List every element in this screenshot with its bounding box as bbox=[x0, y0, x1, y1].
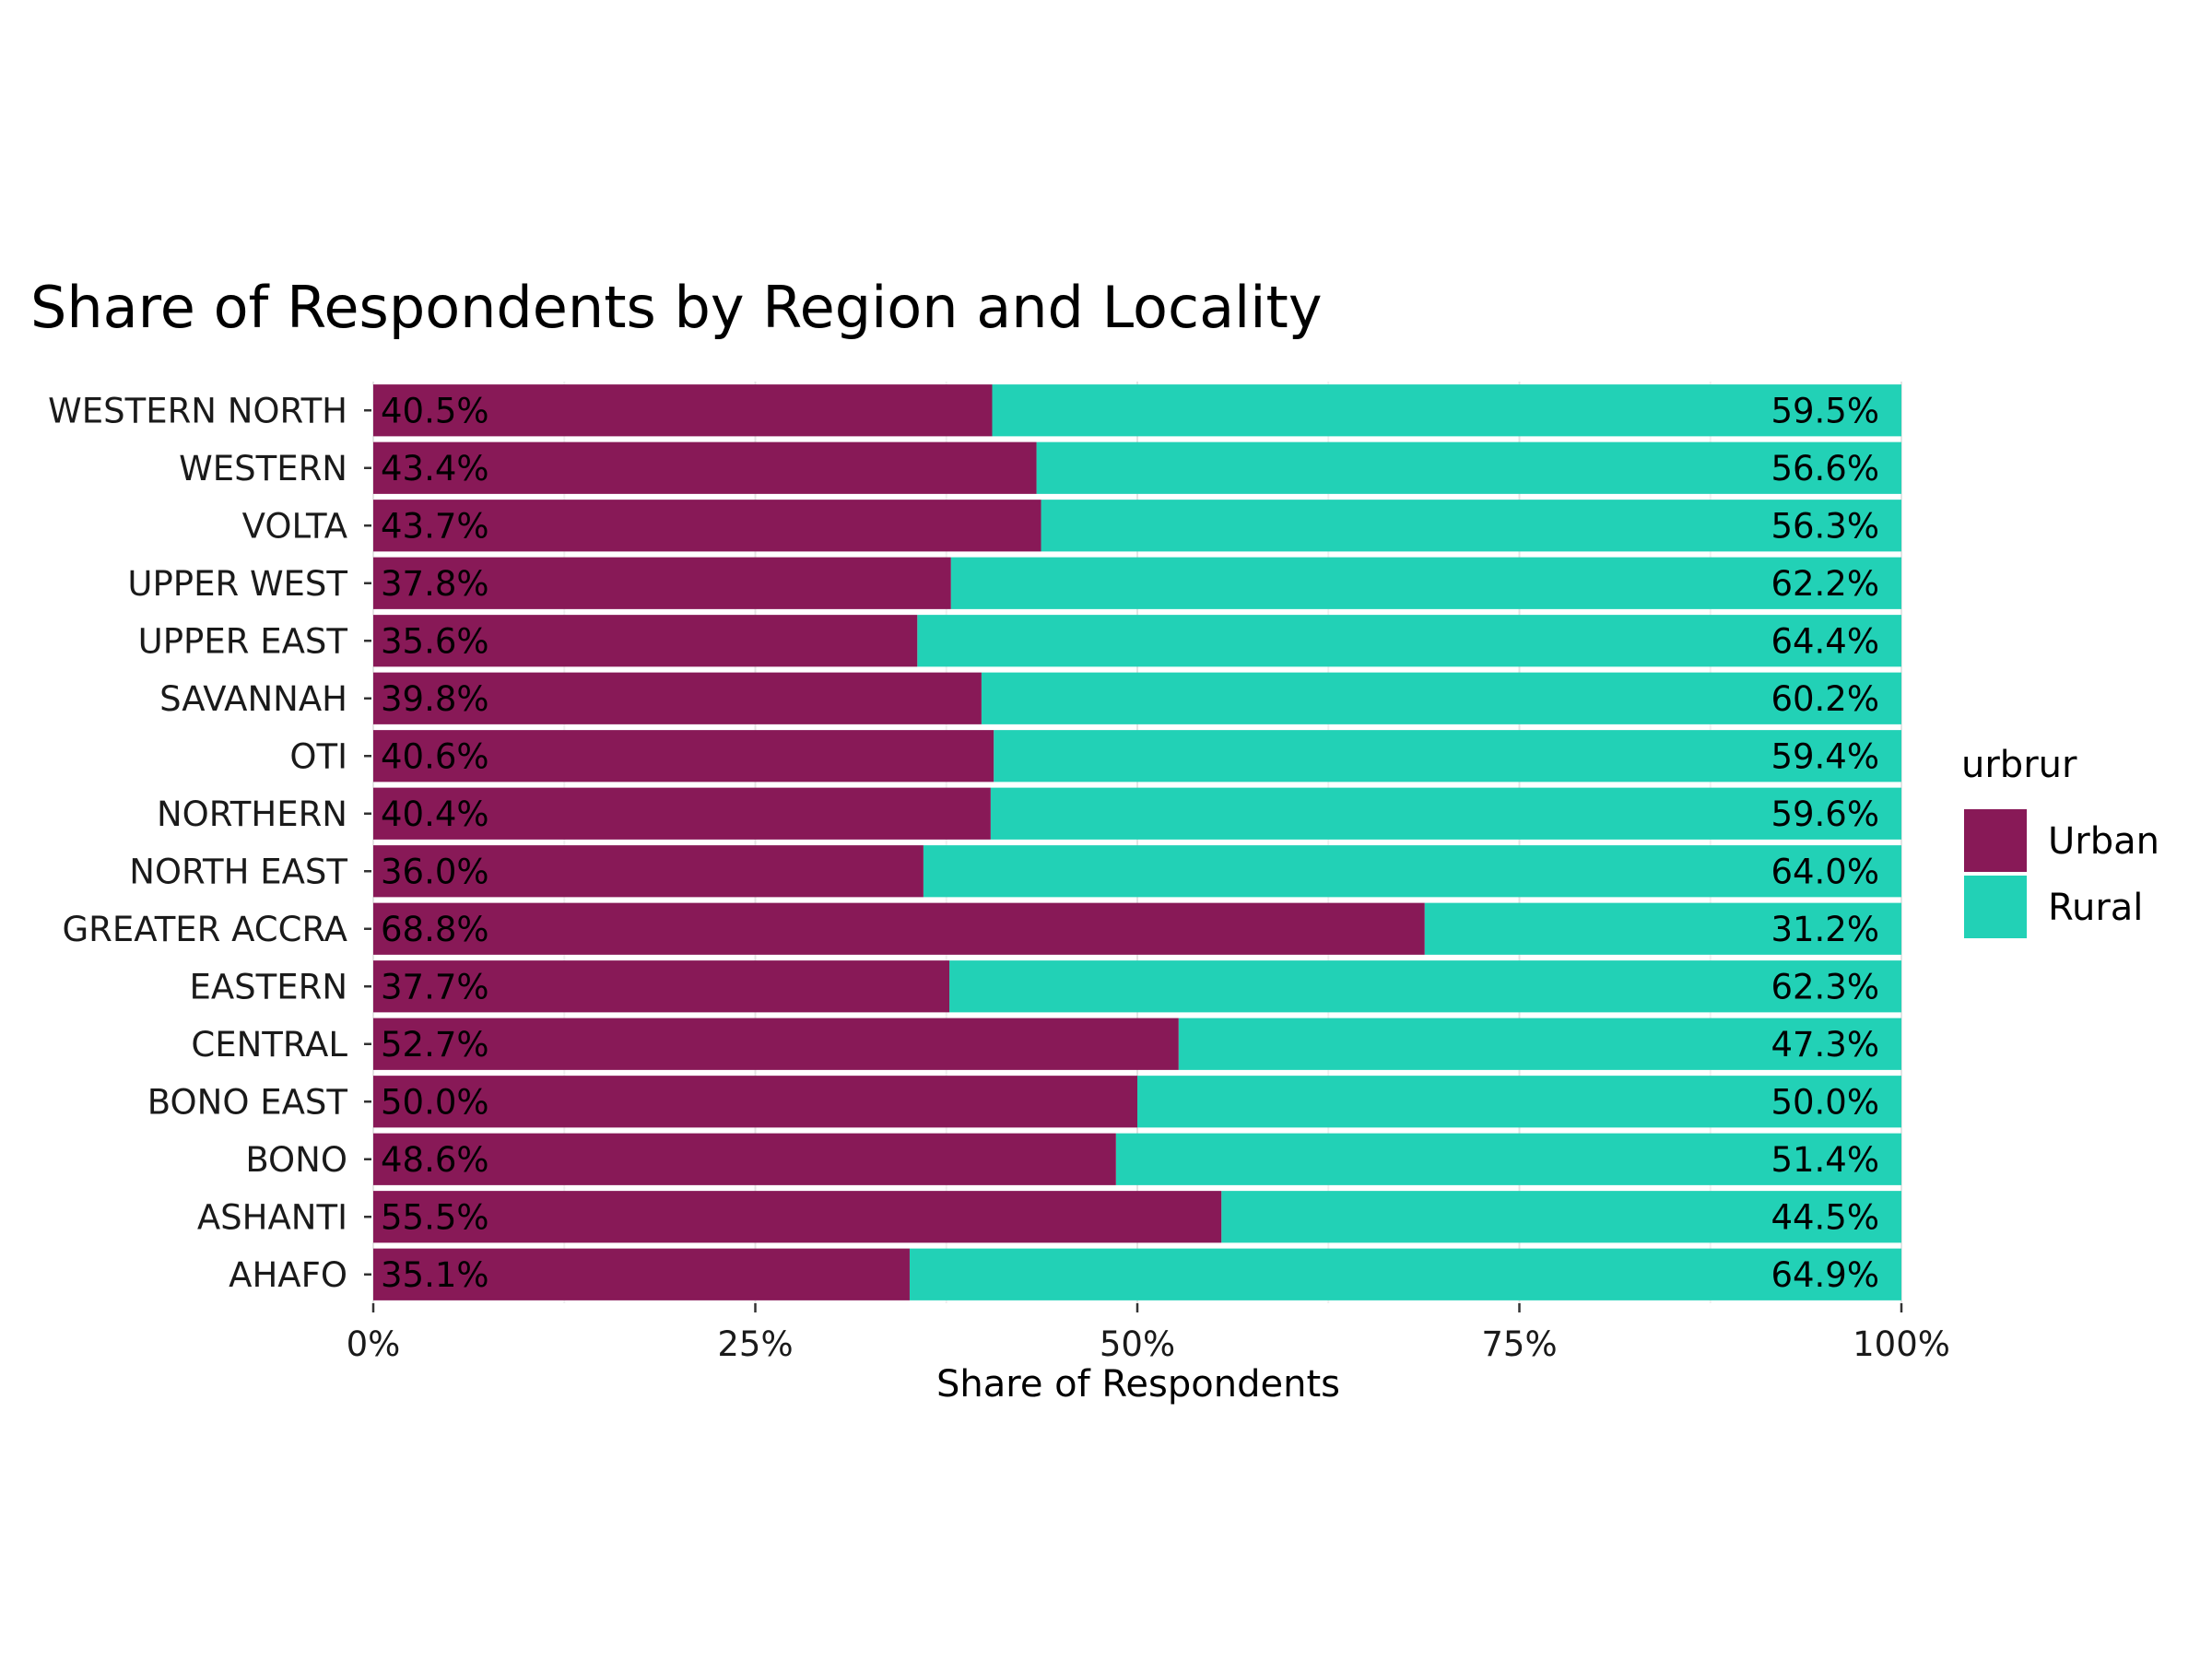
category-label: EASTERN bbox=[189, 967, 347, 1006]
value-label-rural: 56.3% bbox=[1771, 506, 1879, 546]
bars bbox=[373, 384, 1901, 1300]
bar-urban bbox=[373, 1248, 910, 1300]
value-labels: 40.5% 59.5% 43.4% 56.6% 43.7% 56.3% 37.8% 62.2%… bbox=[381, 391, 1879, 1295]
bar-urban bbox=[373, 902, 1425, 955]
value-label-rural: 62.2% bbox=[1771, 564, 1879, 604]
value-label-urban: 48.6% bbox=[381, 1140, 489, 1180]
legend: urbrur Urban Rural bbox=[1961, 744, 2159, 938]
value-label-urban: 50.0% bbox=[381, 1082, 489, 1122]
category-label: OTI bbox=[289, 736, 347, 776]
bar-urban bbox=[373, 730, 994, 782]
x-axis-title: Share of Respondents bbox=[936, 1363, 1340, 1406]
value-label-rural: 50.0% bbox=[1771, 1082, 1879, 1122]
category-label: GREATER ACCRA bbox=[63, 910, 348, 949]
bar-rural bbox=[917, 615, 1901, 667]
bar-urban bbox=[373, 845, 924, 898]
bar-rural bbox=[909, 1248, 1901, 1300]
category-label: WESTERN NORTH bbox=[48, 391, 347, 430]
value-label-rural: 64.9% bbox=[1771, 1255, 1879, 1295]
bar-rural bbox=[923, 845, 1901, 898]
x-tick-label: 50% bbox=[1100, 1324, 1175, 1364]
value-label-urban: 39.8% bbox=[381, 679, 489, 719]
value-label-rural: 64.4% bbox=[1771, 621, 1879, 661]
category-label: CENTRAL bbox=[191, 1025, 347, 1065]
category-label: NORTH EAST bbox=[129, 852, 347, 891]
value-label-rural: 44.5% bbox=[1771, 1197, 1879, 1237]
bar-rural bbox=[950, 557, 1901, 609]
category-label: BONO bbox=[245, 1140, 347, 1180]
value-label-rural: 56.6% bbox=[1771, 449, 1879, 488]
legend-title: urbrur bbox=[1961, 744, 2077, 786]
x-tick-label: 25% bbox=[717, 1324, 793, 1364]
value-label-urban: 37.7% bbox=[381, 967, 489, 1006]
value-label-urban: 43.7% bbox=[381, 506, 489, 546]
bar-rural bbox=[994, 730, 1901, 782]
legend-label-urban: Urban bbox=[2048, 820, 2159, 863]
x-tick-label: 0% bbox=[347, 1324, 401, 1364]
value-label-urban: 55.5% bbox=[381, 1197, 489, 1237]
chart-title: Share of Respondents by Region and Local… bbox=[30, 274, 1323, 341]
x-tick-label: 75% bbox=[1481, 1324, 1557, 1364]
category-label: NORTHERN bbox=[157, 794, 347, 834]
bar-urban bbox=[373, 557, 951, 609]
category-label: SAVANNAH bbox=[159, 679, 347, 719]
bar-rural bbox=[992, 384, 1901, 437]
value-label-rural: 59.5% bbox=[1771, 391, 1879, 430]
value-label-rural: 59.6% bbox=[1771, 794, 1879, 834]
value-label-rural: 47.3% bbox=[1771, 1025, 1879, 1065]
bar-urban bbox=[373, 960, 950, 1013]
bar-urban bbox=[373, 672, 982, 724]
value-label-rural: 64.0% bbox=[1771, 852, 1879, 891]
value-label-rural: 62.3% bbox=[1771, 967, 1879, 1006]
value-label-rural: 31.2% bbox=[1771, 910, 1879, 949]
bar-rural bbox=[1424, 902, 1901, 955]
value-label-rural: 60.2% bbox=[1771, 679, 1879, 719]
value-label-urban: 35.6% bbox=[381, 621, 489, 661]
category-label: WESTERN bbox=[179, 449, 347, 488]
bar-rural bbox=[1115, 1133, 1901, 1185]
legend-swatch-urban bbox=[1964, 809, 2027, 872]
value-label-urban: 68.8% bbox=[381, 910, 489, 949]
category-label: VOLTA bbox=[242, 506, 347, 546]
x-tick-label: 100% bbox=[1853, 1324, 1950, 1364]
bar-urban bbox=[373, 1191, 1222, 1243]
category-label: ASHANTI bbox=[197, 1197, 347, 1237]
bar-rural bbox=[1137, 1076, 1901, 1128]
value-label-rural: 51.4% bbox=[1771, 1140, 1879, 1180]
bar-rural bbox=[1221, 1191, 1901, 1243]
bar-urban bbox=[373, 615, 918, 667]
bar-rural bbox=[1041, 500, 1901, 552]
value-label-urban: 40.4% bbox=[381, 794, 489, 834]
category-label: UPPER EAST bbox=[138, 621, 348, 661]
value-label-urban: 40.6% bbox=[381, 736, 489, 776]
x-axis: 0% 25% 50% 75% 100% bbox=[347, 1303, 1950, 1364]
bar-urban bbox=[373, 1018, 1179, 1070]
legend-swatch-rural bbox=[1964, 876, 2027, 938]
bar-rural bbox=[990, 787, 1901, 840]
category-label: UPPER WEST bbox=[127, 564, 347, 604]
bar-rural bbox=[949, 960, 1901, 1013]
value-label-urban: 43.4% bbox=[381, 449, 489, 488]
bar-urban bbox=[373, 787, 991, 840]
bar-urban bbox=[373, 500, 1041, 552]
category-label: BONO EAST bbox=[147, 1082, 348, 1122]
value-label-urban: 37.8% bbox=[381, 564, 489, 604]
bar-urban bbox=[373, 1133, 1116, 1185]
bar-urban bbox=[373, 1076, 1137, 1128]
bar-rural bbox=[1036, 441, 1901, 494]
bar-urban bbox=[373, 441, 1037, 494]
category-axis: WESTERN NORTH WESTERN VOLTA UPPER WEST UPPER… bbox=[48, 391, 371, 1295]
value-label-urban: 35.1% bbox=[381, 1255, 489, 1295]
bar-rural bbox=[981, 672, 1901, 724]
legend-label-rural: Rural bbox=[2048, 887, 2143, 929]
bar-rural bbox=[1178, 1018, 1901, 1070]
value-label-urban: 52.7% bbox=[381, 1025, 489, 1065]
value-label-urban: 40.5% bbox=[381, 391, 489, 430]
bar-urban bbox=[373, 384, 993, 437]
category-label: AHAFO bbox=[229, 1255, 347, 1295]
value-label-urban: 36.0% bbox=[381, 852, 489, 891]
value-label-rural: 59.4% bbox=[1771, 736, 1879, 776]
